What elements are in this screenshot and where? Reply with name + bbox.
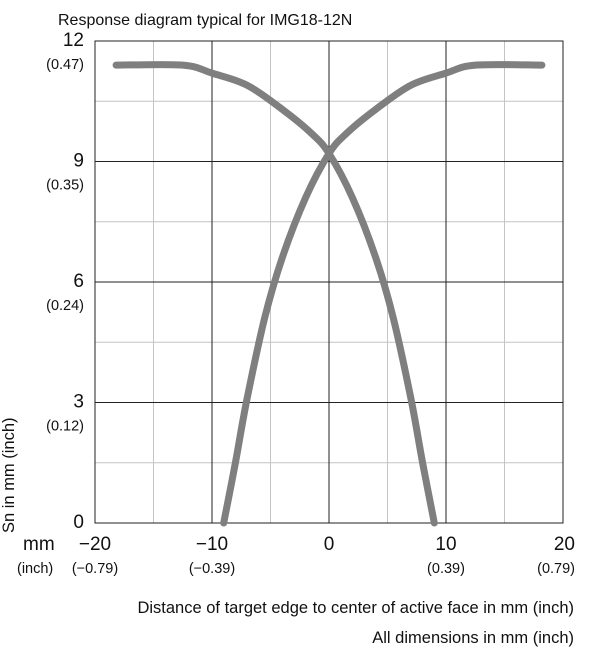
y-tick-labels: 0 3 (0.12) 6 (0.24) 9 (0.35) 12 (0.47) [46,30,84,533]
curves [112,61,546,527]
plot-frame [94,40,564,524]
y-tick-sublabel: (0.12) [46,419,84,435]
x-unit-label-mm: mm [23,534,55,555]
x-tick-sublabel: (0.79) [537,561,575,577]
x-tick-sublabel: (0.39) [427,561,465,577]
y-tick-sublabel: (0.47) [46,57,84,73]
y-tick-sublabel: (0.24) [46,298,84,314]
x-tick-label: −20 [79,534,111,555]
x-axis-label: Distance of target edge to center of act… [137,599,574,617]
series-line-2 [220,61,546,527]
y-axis-label: Sn in mm (inch) [0,417,18,533]
y-tick-label: 12 [63,30,84,51]
y-tick-label: 3 [73,392,84,413]
x-tick-label: 10 [435,534,456,555]
x-tick-sublabel: (−0.39) [189,561,235,577]
x-tick-labels: −20 (−0.79) −10 (−0.39) 0 10 (0.39) 20 (0.79) [72,534,575,577]
y-tick-label: 0 [73,512,84,533]
series-line-1 [112,61,438,527]
chart-title: Response diagram typical for IMG18-12N [58,12,352,29]
x-tick-sublabel: (−0.79) [72,561,118,577]
y-tick-label: 9 [73,151,84,172]
x-unit-label-inch: (inch) [17,561,53,577]
dimensions-note: All dimensions in mm (inch) [372,629,574,647]
major-gridlines [94,40,564,524]
x-tick-label: −10 [196,534,228,555]
y-tick-label: 6 [73,271,84,292]
x-tick-label: 0 [324,534,335,555]
y-tick-sublabel: (0.35) [46,178,84,194]
x-tick-label: 20 [554,534,575,555]
